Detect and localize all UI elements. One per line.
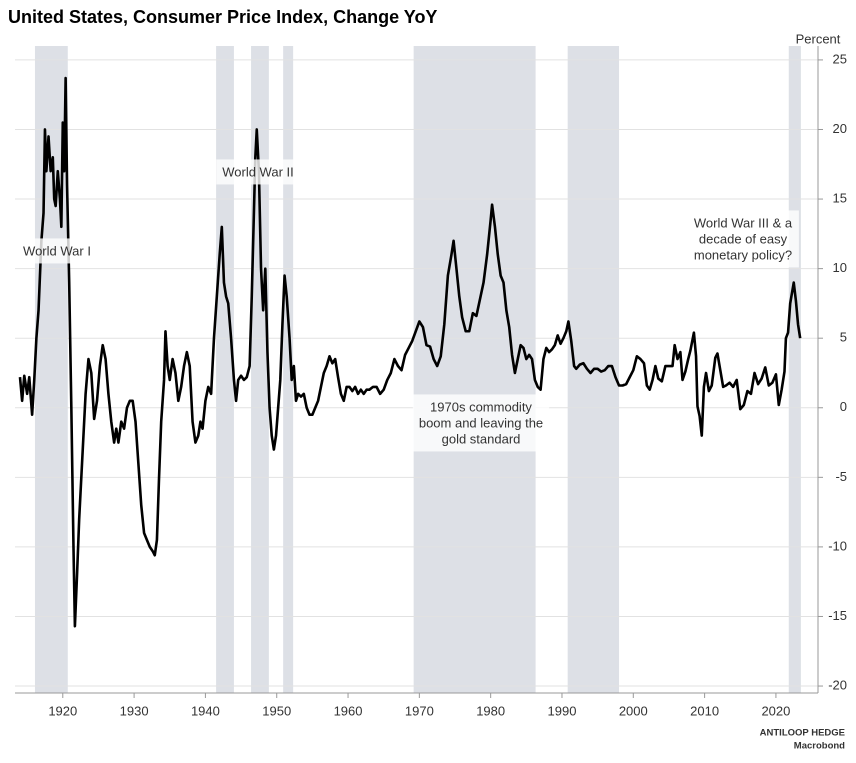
annotation-text: World War II — [222, 164, 294, 179]
x-tick-label: 2010 — [690, 703, 719, 718]
y-tick-label: 5 — [840, 330, 847, 345]
chart-title: United States, Consumer Price Index, Cha… — [8, 7, 437, 27]
annotation-text: decade of easy — [699, 231, 788, 246]
source: Macrobond — [794, 741, 845, 752]
y-tick-label: -10 — [828, 538, 847, 553]
y-tick-label: 10 — [833, 260, 847, 275]
annotation-box — [17, 238, 97, 264]
x-tick-label: 1970 — [405, 703, 434, 718]
shaded-region — [788, 46, 801, 693]
y-axis-label: Percent — [796, 31, 841, 46]
annotation-text: gold standard — [442, 431, 521, 446]
annotation-text: World War I — [23, 243, 91, 258]
source: ANTILOOP HEDGE — [760, 728, 845, 739]
x-tick-label: 1930 — [120, 703, 149, 718]
shaded-region — [413, 46, 536, 693]
y-tick-label: 25 — [833, 51, 847, 66]
annotation: World War I — [17, 238, 97, 264]
cpi-line — [18, 76, 802, 628]
x-tick-label: 1960 — [334, 703, 363, 718]
annotation: World War II — [216, 159, 300, 185]
y-tick-label: -15 — [828, 608, 847, 623]
x-tick-label: 1940 — [191, 703, 220, 718]
annotation-text: boom and leaving the — [419, 415, 543, 430]
annotation-text: 1970s commodity — [430, 399, 532, 414]
x-tick-label: 1990 — [548, 703, 577, 718]
y-tick-label: 15 — [833, 190, 847, 205]
shaded-region — [216, 46, 234, 693]
x-tick-label: 2000 — [619, 703, 648, 718]
y-tick-label: 20 — [833, 121, 847, 136]
shaded-region — [283, 46, 294, 693]
x-tick-label: 1950 — [262, 703, 291, 718]
x-tick-label: 1920 — [48, 703, 77, 718]
y-tick-label: 0 — [840, 399, 847, 414]
annotation-box — [412, 394, 550, 452]
shaded-region — [251, 46, 269, 693]
y-tick-label: -5 — [835, 469, 847, 484]
y-tick-label: -20 — [828, 677, 847, 692]
annotation-text: monetary policy? — [694, 247, 792, 262]
annotation-text: World War III & a — [694, 215, 793, 230]
annotation-box — [216, 159, 300, 185]
x-tick-label: 2020 — [761, 703, 790, 718]
annotation-box — [687, 210, 799, 268]
x-tick-label: 1980 — [476, 703, 505, 718]
